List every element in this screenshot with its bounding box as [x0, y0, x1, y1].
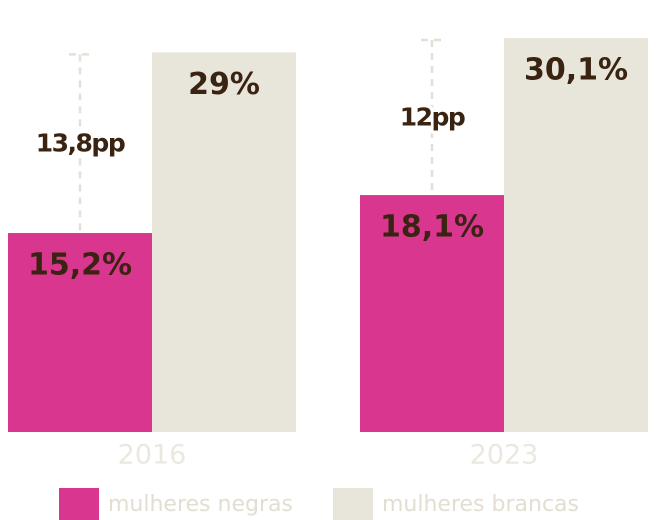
- value-label: 29%: [188, 67, 260, 102]
- bar: [152, 52, 296, 432]
- value-label: 15,2%: [28, 248, 132, 283]
- legend-swatch: [333, 488, 373, 520]
- x-tick-label: 2016: [118, 440, 187, 471]
- difference-line: [421, 38, 443, 196]
- value-label: 30,1%: [524, 53, 628, 88]
- bar: [504, 38, 648, 432]
- legend-label: mulheres brancas: [382, 492, 579, 517]
- legend-swatch: [59, 488, 99, 520]
- difference-label: 12pp: [400, 103, 465, 132]
- legend-label: mulheres negras: [108, 492, 293, 517]
- value-label: 18,1%: [380, 210, 484, 245]
- difference-label: 13,8pp: [36, 129, 125, 158]
- bar: [8, 233, 152, 432]
- x-tick-label: 2023: [470, 440, 539, 471]
- bar: [360, 195, 504, 432]
- difference-line: [69, 53, 91, 234]
